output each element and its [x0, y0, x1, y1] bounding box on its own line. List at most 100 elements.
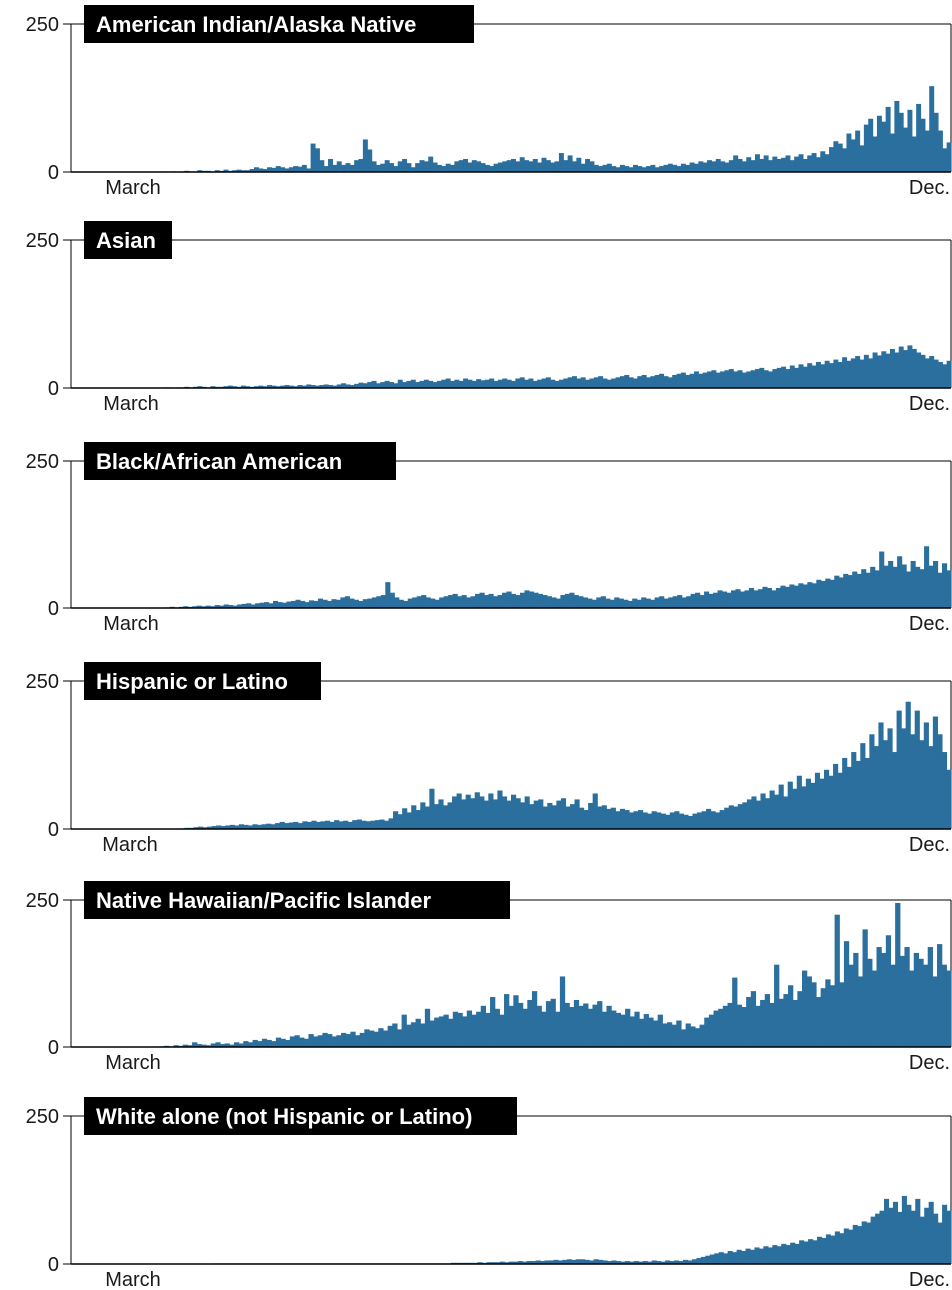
bar	[868, 358, 874, 388]
bar	[650, 599, 656, 608]
bar	[389, 163, 394, 172]
bar	[567, 377, 573, 388]
bar	[856, 573, 862, 608]
bar	[443, 1014, 449, 1047]
bar	[834, 575, 840, 608]
bar	[576, 378, 582, 388]
bar	[901, 564, 907, 608]
bar	[537, 593, 544, 608]
bar	[768, 371, 773, 388]
bar	[533, 800, 539, 829]
bar	[537, 162, 543, 172]
bar	[869, 734, 875, 829]
bar	[816, 579, 822, 608]
bar	[760, 999, 766, 1047]
bar	[495, 1262, 501, 1264]
bar	[702, 162, 708, 172]
bar	[760, 793, 766, 829]
bar	[803, 1241, 809, 1264]
bar	[247, 1042, 254, 1047]
bar	[713, 1010, 719, 1047]
bar	[772, 369, 778, 388]
bar	[580, 163, 586, 172]
bar	[486, 1262, 492, 1264]
bar	[493, 596, 499, 608]
bar	[892, 752, 898, 829]
bar	[846, 766, 852, 829]
bar	[620, 1261, 626, 1264]
bar	[476, 161, 482, 172]
bar	[317, 1035, 324, 1047]
bar	[371, 380, 377, 388]
bar	[313, 600, 319, 608]
bar	[669, 812, 675, 829]
bar	[564, 593, 570, 608]
bar	[526, 1261, 532, 1264]
bar	[591, 599, 597, 608]
bar	[798, 583, 804, 608]
bar	[600, 596, 606, 608]
bar	[842, 148, 848, 172]
bar	[275, 823, 281, 829]
bar	[796, 775, 802, 829]
bar	[709, 1254, 715, 1264]
bar	[362, 383, 368, 388]
bar	[279, 821, 285, 829]
bar	[910, 734, 916, 829]
bar	[699, 1024, 705, 1047]
bar	[344, 596, 350, 608]
bar	[732, 1252, 738, 1264]
bar	[183, 606, 189, 608]
bar	[807, 582, 813, 608]
bar	[302, 821, 308, 829]
bar	[425, 597, 431, 608]
bar	[606, 379, 612, 388]
bar	[699, 595, 705, 608]
bar	[439, 597, 445, 608]
bar	[466, 1010, 473, 1047]
bar	[541, 378, 547, 388]
bar	[484, 164, 490, 172]
bar	[223, 604, 229, 608]
bar	[328, 385, 333, 388]
bar	[452, 796, 458, 829]
bar-series	[162, 86, 952, 172]
bar	[942, 148, 948, 172]
bar	[393, 383, 399, 388]
bar	[750, 160, 756, 172]
bar	[659, 373, 665, 388]
bar	[320, 821, 326, 829]
bar	[829, 147, 834, 172]
bar	[727, 1002, 733, 1047]
bar	[566, 1259, 572, 1264]
bar	[883, 1198, 890, 1264]
bar	[685, 374, 691, 388]
bar	[651, 811, 657, 829]
bar	[881, 121, 887, 172]
bar	[371, 161, 377, 172]
bar	[546, 596, 553, 608]
bar	[492, 799, 498, 829]
bar	[406, 812, 412, 829]
bar	[733, 806, 739, 829]
bar	[789, 584, 795, 608]
bar	[629, 1016, 635, 1047]
bar	[476, 1011, 482, 1047]
bar	[674, 1260, 680, 1264]
bar	[488, 793, 494, 829]
y-tick-label-bottom: 0	[48, 378, 59, 400]
bar	[834, 1231, 840, 1264]
bar	[565, 806, 571, 829]
bar	[843, 941, 850, 1047]
bar	[615, 811, 621, 829]
bar	[881, 952, 887, 1047]
bar	[270, 824, 276, 829]
bar	[511, 158, 516, 172]
bar	[598, 1259, 604, 1264]
bar	[850, 139, 856, 172]
bar	[461, 595, 467, 608]
bar	[255, 603, 261, 608]
bar	[336, 161, 342, 172]
bar	[341, 1032, 347, 1047]
bar	[533, 592, 539, 608]
